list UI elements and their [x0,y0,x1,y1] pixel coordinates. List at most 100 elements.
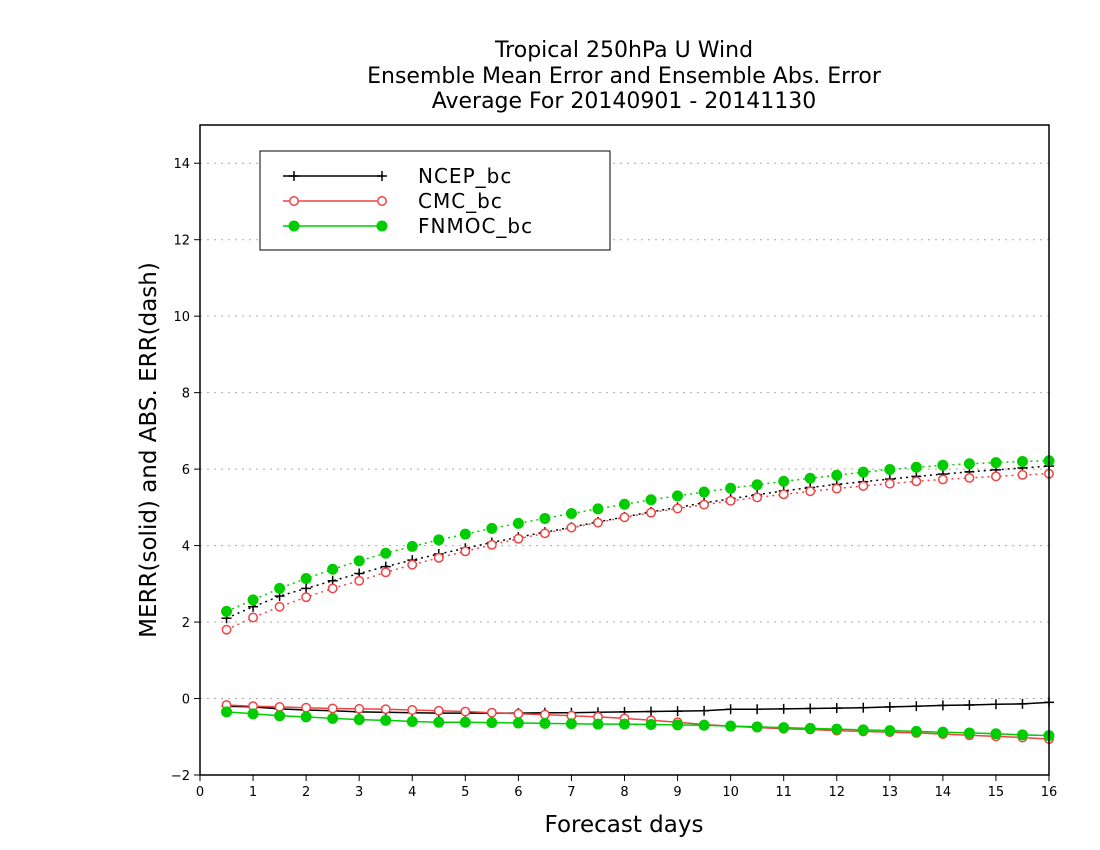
merr-line [226,711,1050,737]
data-point [354,703,365,714]
x-tick-label: 10 [722,785,739,800]
data-point [672,490,684,502]
data-point [380,704,391,715]
data-point [751,721,763,733]
data-point [831,723,843,735]
data-point [805,486,816,497]
data-point [725,704,736,715]
data-point [858,480,869,491]
data-point [327,563,339,575]
data-point [592,503,604,515]
data-point [699,499,710,510]
data-point [884,725,896,737]
data-point [274,582,286,594]
data-point [406,715,418,727]
data-point [752,492,763,503]
data-point [460,706,471,717]
data-point [513,708,524,719]
series-lines [221,455,1055,745]
data-point [539,717,551,729]
data-point [884,464,896,475]
data-point [354,575,365,586]
data-point [805,703,816,714]
title-line-1: Tropical 250hPa U Wind [494,38,753,63]
data-point [858,702,869,713]
data-point [990,471,1001,482]
data-point [1017,698,1028,709]
x-tick-label: 6 [514,785,522,800]
data-point [539,528,550,539]
data-point [301,702,312,713]
y-tick-label: 10 [173,310,190,325]
x-tick-label: 2 [302,785,310,800]
data-point [512,717,524,729]
x-tick-label: 0 [196,785,204,800]
data-point [911,476,922,487]
data-point [699,705,710,716]
y-tick-label: 0 [182,693,190,708]
data-point [831,469,843,481]
data-point [539,512,551,524]
y-tick-label: 8 [182,387,190,402]
legend-item-ncep-bc: NCEP_bc [283,164,511,188]
data-point [486,717,498,729]
data-point [433,534,445,546]
data-point [433,552,444,563]
data-point [937,459,949,471]
data-point [672,719,684,731]
data-point [248,612,259,623]
data-point [377,196,387,206]
data-point [910,461,922,473]
merr-line [226,701,1050,714]
data-point [300,711,312,723]
data-point [831,483,842,494]
data-point [990,728,1002,740]
data-point [407,705,418,715]
series-ncep-bc [221,461,1054,719]
data-point [1016,729,1028,741]
data-point [964,472,975,483]
data-point [937,726,949,738]
x-tick-label: 14 [935,785,952,800]
series-cmc-bc [221,468,1054,745]
data-point [221,605,233,617]
data-point [645,494,657,506]
legend-label: CMC_bc [418,189,503,213]
data-point [380,714,392,726]
data-point [804,472,816,484]
x-tick-label: 4 [408,785,416,800]
data-point [963,458,975,470]
y-tick-label: 2 [182,616,190,631]
data-point [377,171,387,181]
legend-label: FNMOC_bc [418,214,533,238]
data-point [565,718,577,730]
data-point [376,220,388,232]
x-tick-label: 15 [988,785,1005,800]
data-point [672,503,683,514]
data-point [910,725,922,737]
series-fnmoc-bc [221,455,1055,742]
x-tick-label: 13 [882,785,899,800]
data-point [990,699,1001,710]
data-point [433,705,444,716]
data-point [433,716,445,728]
x-tick-label: 3 [355,785,363,800]
data-point [831,703,842,714]
x-tick-label: 1 [249,785,257,800]
data-point [593,517,603,528]
data-point [990,457,1002,469]
data-point [327,712,339,724]
grid [200,162,1049,776]
data-point [247,594,259,606]
abs-err-line [226,465,1050,619]
merr-line [226,704,1050,740]
x-tick-label: 16 [1041,785,1058,800]
data-point [380,567,391,578]
data-point [592,718,604,730]
data-point [288,220,300,232]
data-point [274,601,285,612]
data-point [289,196,299,206]
chart-title: Tropical 250hPa U Wind Ensemble Mean Err… [367,38,882,114]
x-tick-label: 5 [461,785,469,800]
